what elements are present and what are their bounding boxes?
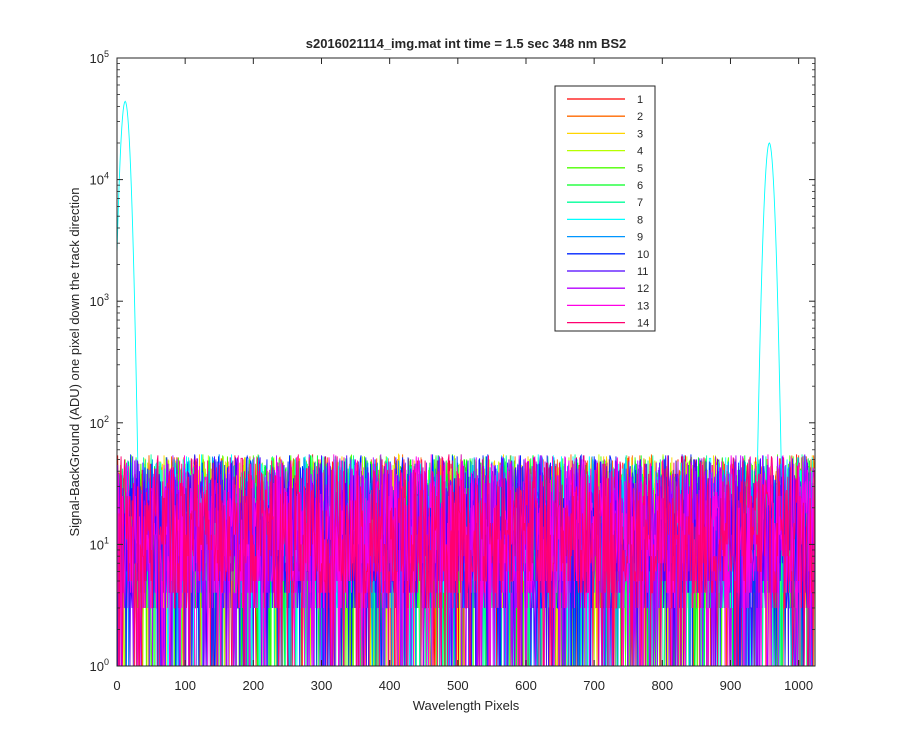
plot-frame <box>116 57 816 667</box>
plot-lines <box>116 100 815 667</box>
legend-label-11: 11 <box>637 266 648 278</box>
x-tick-label: 400 <box>379 678 401 693</box>
legend-label-5: 5 <box>637 163 643 175</box>
legend-label-14: 14 <box>637 318 649 330</box>
y-tick-label: 100 <box>90 657 109 674</box>
series-line-14 <box>117 454 815 667</box>
chart-title: s2016021114_img.mat int time = 1.5 sec 3… <box>306 36 627 51</box>
legend-label-8: 8 <box>637 214 643 226</box>
legend-box <box>554 85 656 332</box>
x-tick-label: 600 <box>515 678 537 693</box>
x-axis-label: Wavelength Pixels <box>413 698 520 713</box>
y-tick-label: 101 <box>90 535 109 552</box>
x-tick-label: 200 <box>242 678 264 693</box>
y-axis-label: Signal-BackGround (ADU) one pixel down t… <box>67 187 82 536</box>
x-tick-label: 0 <box>113 678 120 693</box>
legend-label-13: 13 <box>637 300 649 312</box>
legend-label-4: 4 <box>637 146 643 158</box>
y-tick-label: 102 <box>90 414 109 431</box>
legend-label-7: 7 <box>637 197 643 209</box>
y-tick-label: 104 <box>90 171 109 188</box>
x-tick-label: 900 <box>720 678 742 693</box>
y-tick-label: 103 <box>90 292 109 309</box>
x-axis: 0 100 200 300 400 500 600 700 800 900 1000 <box>113 58 813 693</box>
legend-label-9: 9 <box>637 232 643 244</box>
y-tick-label: 105 <box>90 49 109 66</box>
x-tick-label: 800 <box>651 678 673 693</box>
legend-label-12: 12 <box>637 283 649 295</box>
x-tick-label: 500 <box>447 678 469 693</box>
legend-label-10: 10 <box>637 249 649 261</box>
x-tick-label: 100 <box>174 678 196 693</box>
x-tick-label: 1000 <box>784 678 813 693</box>
x-tick-label: 700 <box>583 678 605 693</box>
legend-label-6: 6 <box>637 180 643 192</box>
legend-label-1: 1 <box>637 94 643 106</box>
legend-label-3: 3 <box>637 128 643 140</box>
x-tick-label: 300 <box>311 678 333 693</box>
legend-label-2: 2 <box>637 111 643 123</box>
